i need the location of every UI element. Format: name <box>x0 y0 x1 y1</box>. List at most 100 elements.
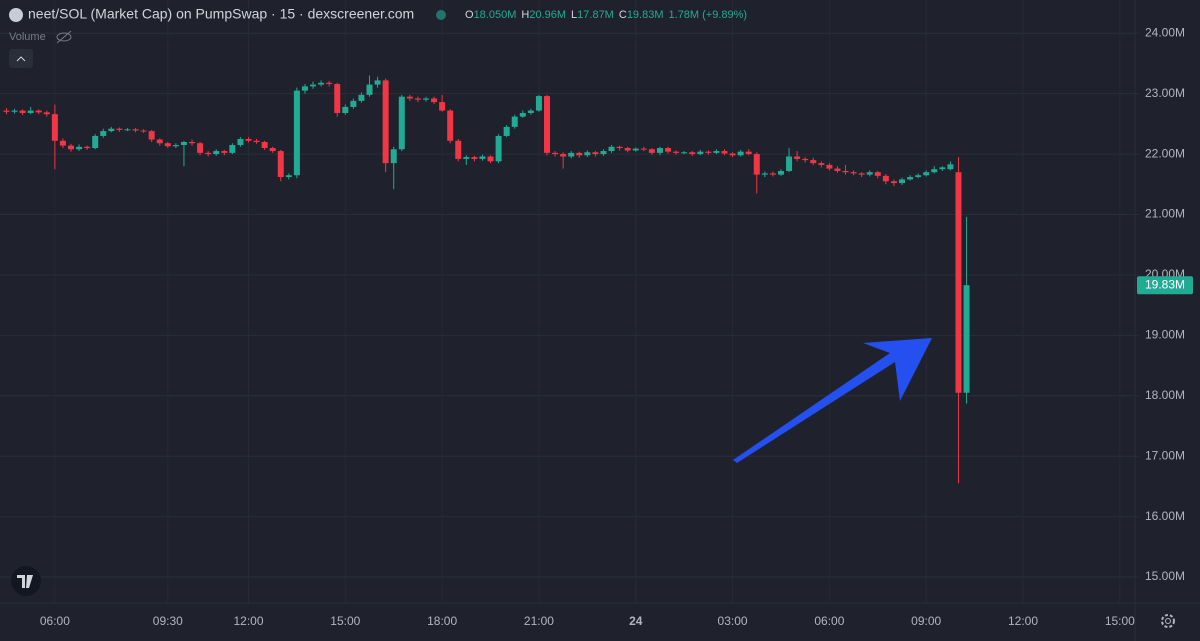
volume-hide-icon[interactable] <box>56 30 72 44</box>
candle-body <box>463 157 470 159</box>
candle-body <box>156 139 163 144</box>
tradingview-logo[interactable] <box>11 566 41 596</box>
candle-body <box>600 151 607 155</box>
candle-body <box>705 151 712 153</box>
x-tick-label: 09:30 <box>153 614 183 628</box>
candle-body <box>495 135 502 162</box>
legend-value: 18.050M <box>474 9 517 21</box>
candle-body <box>43 112 50 115</box>
candle-body <box>318 82 325 85</box>
candle-body <box>753 154 760 175</box>
candle-body <box>471 157 478 159</box>
candle-body <box>172 145 179 147</box>
legend-change: 1.78M (+9.89%) <box>669 9 748 21</box>
candle-body <box>729 153 736 156</box>
ohlc-legend: O18.050M H20.96M L17.87M C19.83M 1.78M (+9.8… <box>465 9 747 21</box>
candle-body <box>955 172 962 393</box>
candle-body <box>285 175 292 178</box>
pair-icon <box>9 8 23 22</box>
candle-body <box>713 151 720 153</box>
candle-body <box>447 110 454 141</box>
candle-body <box>398 96 405 150</box>
candle-body <box>116 128 123 130</box>
candle-body <box>84 146 91 149</box>
candle-body <box>140 130 147 132</box>
candle-body <box>406 96 413 99</box>
x-tick-label: 21:00 <box>524 614 554 628</box>
candle-body <box>310 84 317 87</box>
candle-body <box>301 86 308 91</box>
y-tick-label: 22.00M <box>1145 146 1185 160</box>
candle-body <box>132 129 139 131</box>
candle-body <box>124 129 131 131</box>
candle-body <box>11 110 18 112</box>
candle-body <box>939 167 946 170</box>
candle-body <box>92 135 99 149</box>
candle-body <box>544 96 551 153</box>
candle-body <box>108 128 115 132</box>
candle-body <box>422 98 429 100</box>
x-tick-label: 12:00 <box>233 614 263 628</box>
candle-body <box>205 152 212 155</box>
candle-body <box>874 172 881 176</box>
candle-body <box>802 158 809 161</box>
candle-body <box>148 131 155 140</box>
candle-body <box>269 148 276 152</box>
candle-body <box>907 177 914 180</box>
y-tick-label: 15.00M <box>1145 569 1185 583</box>
candle-body <box>245 138 252 141</box>
candle-body <box>576 152 583 156</box>
legend-key: O <box>465 9 474 21</box>
candle-body <box>180 141 187 146</box>
candle-body <box>100 131 107 136</box>
candle-body <box>164 143 171 147</box>
candle-body <box>527 110 534 113</box>
x-tick-label: 06:00 <box>814 614 844 628</box>
collapse-button[interactable] <box>9 49 33 68</box>
candle-body <box>842 170 849 173</box>
candle-body <box>189 141 196 144</box>
y-tick-label: 18.00M <box>1145 388 1185 402</box>
candle-body <box>27 110 34 113</box>
y-tick-label: 19.00M <box>1145 328 1185 342</box>
legend-value: 20.96M <box>529 9 566 21</box>
candle-body <box>455 140 462 159</box>
candle-body <box>624 148 631 151</box>
settings-button[interactable] <box>1161 614 1175 628</box>
candle-body <box>737 151 744 156</box>
candles <box>3 75 970 484</box>
candle-body <box>358 94 365 101</box>
candle-body <box>197 143 204 153</box>
annotation-arrow <box>733 338 932 463</box>
x-tick-label: 15:00 <box>1105 614 1135 628</box>
candle-body <box>721 151 728 154</box>
candle-body <box>3 110 10 112</box>
volume-label: Volume <box>9 31 46 43</box>
candle-body <box>915 175 922 178</box>
chart-title: neet/SOL (Market Cap) on PumpSwap · 15 ·… <box>28 6 414 22</box>
candle-body <box>834 168 841 171</box>
legend-key: L <box>571 9 577 21</box>
candle-body <box>439 102 446 111</box>
candle-body <box>519 112 526 117</box>
x-tick-label: 18:00 <box>427 614 457 628</box>
candle-body <box>511 116 518 127</box>
x-tick-label: 03:00 <box>718 614 748 628</box>
legend-value: 17.87M <box>577 9 614 21</box>
candle-body <box>648 149 655 153</box>
candle-body <box>390 149 397 164</box>
candle-body <box>923 172 930 176</box>
candle-body <box>253 140 260 142</box>
candle-body <box>745 151 752 155</box>
legend-key: H <box>521 9 529 21</box>
candle-body <box>326 82 333 84</box>
candle-body <box>19 110 26 113</box>
candle-body <box>261 141 268 149</box>
candle-body <box>858 173 865 175</box>
candle-body <box>640 148 647 150</box>
x-tick-label: 15:00 <box>330 614 360 628</box>
candle-body <box>963 285 970 393</box>
candle-body <box>277 151 284 178</box>
